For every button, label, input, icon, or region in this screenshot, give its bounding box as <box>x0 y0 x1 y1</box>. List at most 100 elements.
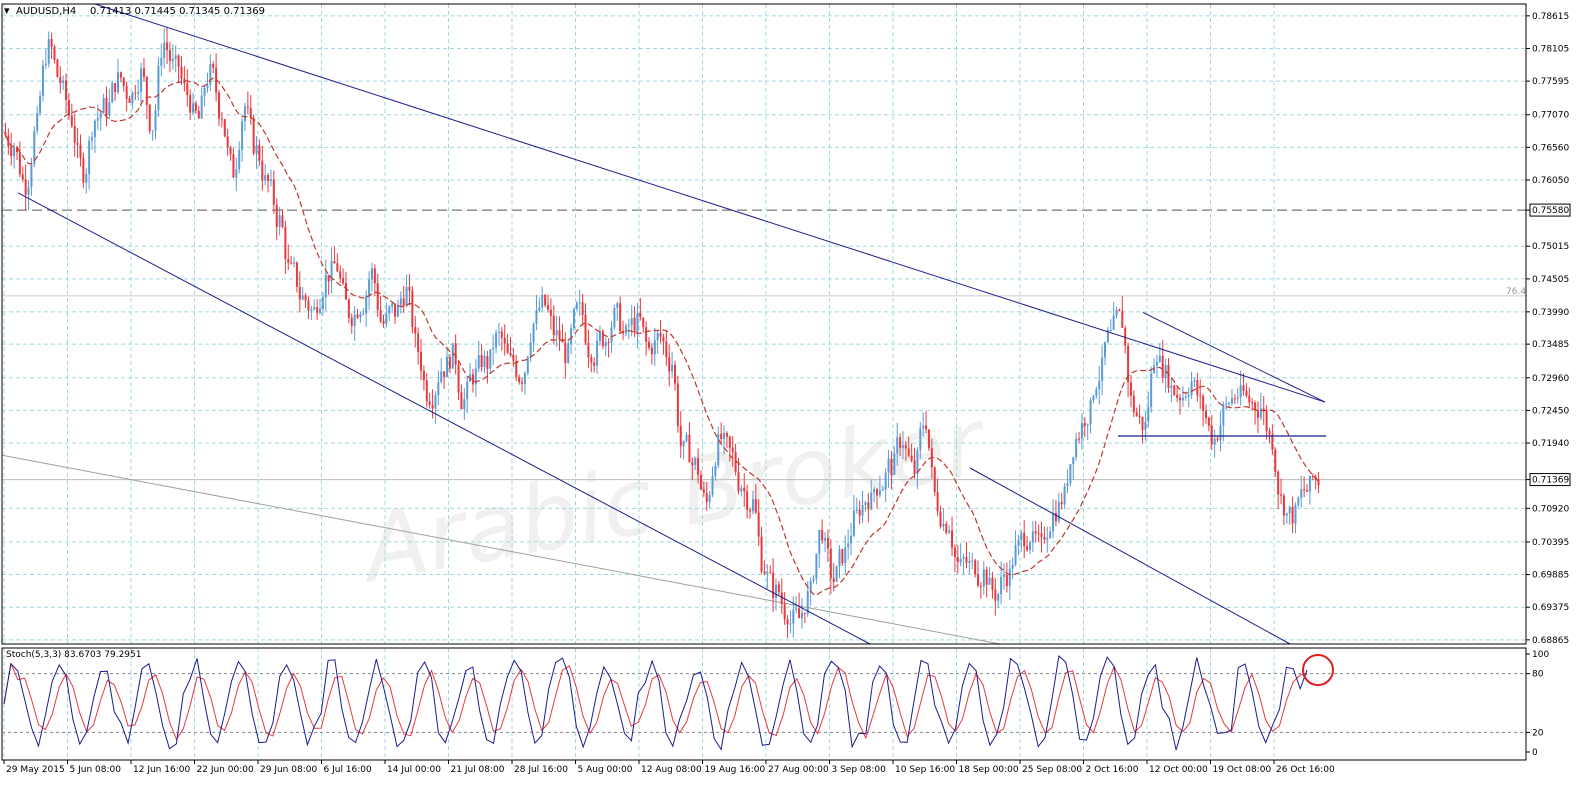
candle-body <box>1011 564 1014 569</box>
candle-body <box>596 340 599 366</box>
candle-body <box>1132 395 1135 413</box>
candle-body <box>1181 397 1184 401</box>
candle-body <box>125 86 128 99</box>
candle-body <box>241 121 244 150</box>
candle-body <box>480 355 483 368</box>
candle-body <box>88 140 91 175</box>
candle-body <box>1288 506 1291 514</box>
candle-body <box>368 279 371 296</box>
candle-body <box>376 283 379 310</box>
candle-body <box>760 536 763 572</box>
candle-body <box>102 97 105 114</box>
candle-body <box>243 106 246 122</box>
candle-body <box>405 286 408 306</box>
candle-body <box>873 489 876 493</box>
candle-body <box>1222 404 1225 426</box>
candle-body <box>362 313 365 315</box>
candle-body <box>826 538 829 549</box>
candle-body <box>809 580 812 592</box>
candle-body <box>535 310 538 324</box>
candle-body <box>552 315 555 336</box>
candle-body <box>506 343 509 353</box>
ma-path <box>4 77 1320 596</box>
candle-body <box>1083 422 1086 426</box>
candle-body <box>538 307 541 311</box>
price-tick-label: 0.72450 <box>1532 406 1569 416</box>
candle-body <box>428 401 431 405</box>
candle-body <box>907 448 910 456</box>
candle-body <box>772 572 775 598</box>
gray-trend-line <box>1 454 1001 645</box>
candle-body <box>1063 486 1066 505</box>
candle-body <box>1060 502 1063 505</box>
candle-body <box>798 608 801 619</box>
candle-body <box>76 142 79 145</box>
candle-body <box>1170 385 1173 388</box>
candle-body <box>304 295 307 301</box>
candle-body <box>1202 396 1205 411</box>
candle-body <box>264 175 267 181</box>
candle-body <box>495 332 498 348</box>
candle-body <box>774 584 777 598</box>
candle-body <box>226 136 229 148</box>
candle-body <box>30 164 33 188</box>
time-tick-label: 29 May 2015 <box>6 765 65 775</box>
time-tick-label: 3 Sep 08:00 <box>832 765 887 775</box>
candle-body <box>633 317 636 333</box>
candle-body <box>861 504 864 516</box>
candle-body <box>893 453 896 475</box>
candle-body <box>1317 479 1320 486</box>
candle-body <box>111 83 114 103</box>
candle-body <box>890 458 893 475</box>
candle-body <box>321 297 324 309</box>
candle-body <box>743 487 746 492</box>
candle-body <box>1306 490 1309 492</box>
candle-body <box>1245 390 1248 396</box>
time-tick-label: 19 Aug 16:00 <box>705 765 766 775</box>
candle-body <box>532 323 535 343</box>
candle-body <box>160 57 163 66</box>
candle-body <box>717 433 720 466</box>
candle-body <box>656 332 659 341</box>
candle-body <box>876 489 879 496</box>
candle-body <box>570 328 573 344</box>
candle-body <box>1228 403 1231 405</box>
candle-body <box>904 445 907 449</box>
candle-body <box>728 436 731 448</box>
candle-body <box>682 440 685 447</box>
candle-body <box>604 341 607 347</box>
candle-body <box>1017 540 1020 546</box>
candle-body <box>327 274 330 282</box>
candle-body <box>959 558 962 563</box>
candle-body <box>437 382 440 396</box>
candle-body <box>668 357 671 372</box>
candle-body <box>1078 438 1081 440</box>
price-tick-label: 0.72960 <box>1532 374 1569 384</box>
candle-body <box>795 608 798 610</box>
candle-body <box>454 343 457 365</box>
candle-body <box>558 330 561 340</box>
candle-body <box>174 55 177 59</box>
candle-body <box>440 371 443 383</box>
candle-body <box>740 487 743 492</box>
candle-body <box>1095 389 1098 396</box>
candle-body <box>916 450 919 475</box>
candle-body <box>373 268 376 284</box>
candle-body <box>962 557 965 559</box>
candle-body <box>394 303 397 317</box>
candle-body <box>96 118 99 121</box>
time-tick-label: 5 Aug 00:00 <box>578 765 633 775</box>
candle-body <box>723 432 726 439</box>
header-arrow-icon[interactable]: ▾ <box>4 4 10 17</box>
channel-lower-line <box>17 192 871 645</box>
candle-body <box>705 492 708 503</box>
candle-body <box>844 547 847 564</box>
price-tick-label: 0.74505 <box>1532 275 1569 285</box>
candle-body <box>1086 424 1089 426</box>
candle-body <box>1158 355 1161 362</box>
candle-body <box>1274 449 1277 472</box>
candle-body <box>679 426 682 447</box>
candle-body <box>1176 394 1179 398</box>
candle-body <box>1150 373 1153 408</box>
candle-body <box>852 510 855 536</box>
